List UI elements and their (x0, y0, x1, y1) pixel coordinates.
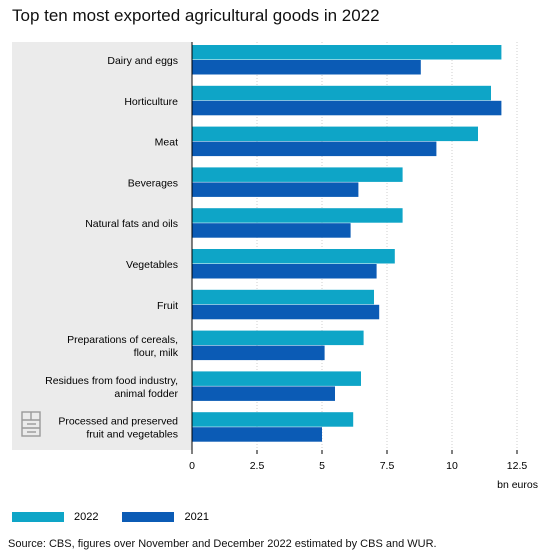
bar-2022 (192, 126, 478, 142)
bar-2022 (192, 289, 374, 305)
category-label: Horticulture (124, 96, 178, 108)
x-axis-ticks: 0 2.5 5 7.5 10 12.5 (189, 450, 527, 472)
chart-title: Top ten most exported agricultural goods… (12, 6, 380, 25)
category-label: Meat (155, 137, 178, 149)
category-label: animal fodder (114, 388, 178, 400)
category-label: Natural fats and oils (85, 218, 178, 230)
x-tick-label: 0 (189, 460, 195, 472)
bar-2022 (192, 249, 395, 264)
x-tick-label: 7.5 (380, 460, 395, 472)
bar-2021 (192, 141, 437, 157)
legend: 2022 2021 (12, 511, 233, 523)
x-tick-label: 12.5 (507, 460, 528, 472)
bar-2022 (192, 208, 403, 223)
bar-2022 (192, 412, 354, 427)
category-label: fruit and vegetables (86, 429, 178, 441)
category-label: Preparations of cereals, (67, 334, 178, 346)
bar-2021 (192, 386, 335, 401)
bar-2021 (192, 182, 359, 197)
category-label: Dairy and eggs (107, 55, 178, 67)
cbs-logo-icon (21, 411, 41, 437)
bar-2021 (192, 264, 377, 279)
bar-2021 (192, 304, 380, 320)
legend-swatch-2021 (122, 512, 175, 522)
bar-2022 (192, 167, 403, 182)
bar-2022 (192, 330, 364, 346)
bar-2022 (192, 45, 502, 60)
category-labels: Dairy and eggs Horticulture Meat Beverages N… (45, 55, 179, 441)
source-note: Source: CBS, figures over November and D… (8, 538, 437, 550)
bar-chart: Dairy and eggs Horticulture Meat Beverages N… (12, 42, 540, 491)
category-label: Vegetables (126, 259, 178, 271)
bar-2021 (192, 223, 351, 238)
category-label: Beverages (128, 177, 178, 189)
category-label: Processed and preserved (58, 416, 178, 428)
bar-2021 (192, 345, 325, 361)
legend-item-2021: 2021 (122, 511, 209, 523)
bar-2021 (192, 60, 421, 75)
x-tick-label: 5 (319, 460, 325, 472)
x-axis-unit-label: bn euros (497, 479, 538, 491)
legend-label-2021: 2021 (184, 511, 209, 523)
bar-2022 (192, 371, 361, 386)
bar-2021 (192, 427, 322, 442)
bar-2021 (192, 100, 502, 116)
x-tick-label: 2.5 (250, 460, 265, 472)
legend-swatch-2022 (12, 512, 64, 522)
bar-2022 (192, 85, 491, 101)
category-label: Residues from food industry, (45, 375, 178, 387)
category-label: flour, milk (134, 347, 179, 359)
category-label: Fruit (157, 300, 178, 312)
legend-item-2022: 2022 (12, 511, 98, 523)
bars (192, 45, 502, 442)
x-tick-label: 10 (446, 460, 458, 472)
legend-label-2022: 2022 (74, 511, 99, 523)
